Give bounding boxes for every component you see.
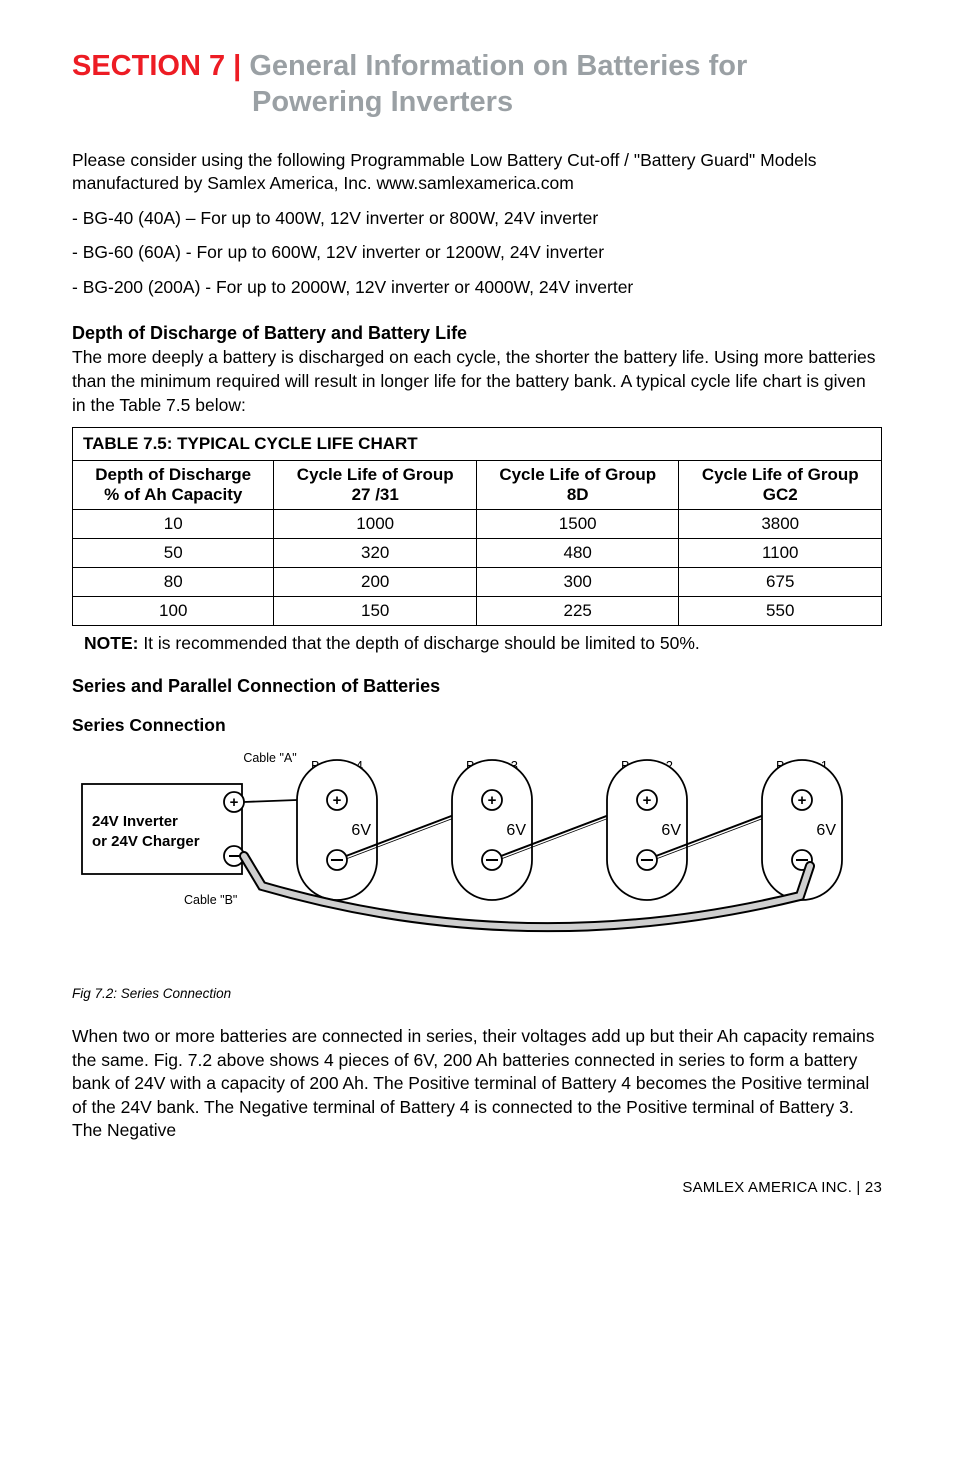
table-note: NOTE: It is recommended that the depth o… — [84, 632, 882, 656]
svg-text:6V: 6V — [816, 822, 836, 839]
svg-text:+: + — [488, 792, 497, 809]
svg-text:+: + — [798, 792, 807, 809]
svg-text:+: + — [230, 794, 239, 811]
table-cell: 225 — [476, 597, 679, 626]
table-cell: 675 — [679, 568, 882, 597]
table-row: 10 1000 1500 3800 — [73, 510, 882, 539]
header-line1: Depth of Discharge — [95, 465, 251, 484]
header-line1: Cycle Life of Group — [499, 465, 656, 484]
table-cell: 1000 — [274, 510, 477, 539]
page: SECTION 7 | General Information on Batte… — [0, 0, 954, 1236]
page-footer: SAMLEX AMERICA INC. | 23 — [72, 1179, 882, 1196]
series-connection-label: Series Connection — [72, 715, 882, 736]
table-cell: 200 — [274, 568, 477, 597]
section-title-line2: Powering Inverters — [72, 84, 882, 120]
figure-caption: Fig 7.2: Series Connection — [72, 985, 882, 1003]
svg-text:Cable "B": Cable "B" — [184, 893, 237, 907]
series-connection-diagram: +24V Inverteror 24V ChargerCable "A"Batt… — [72, 736, 882, 971]
header-line2: GC2 — [763, 485, 798, 504]
header-line2: 27 /31 — [352, 485, 399, 504]
table-row: 50 320 480 1100 — [73, 539, 882, 568]
svg-text:+: + — [333, 792, 342, 809]
cycle-life-table: TABLE 7.5: TYPICAL CYCLE LIFE CHART Dept… — [72, 427, 882, 626]
section-title-line1: SECTION 7 | General Information on Batte… — [72, 48, 882, 84]
table-row: 80 200 300 675 — [73, 568, 882, 597]
table-cell: 100 — [73, 597, 274, 626]
model-list-item: BG-200 (200A) - For up to 2000W, 12V inv… — [72, 275, 882, 300]
table-cell: 1100 — [679, 539, 882, 568]
table-header-row: Depth of Discharge % of Ah Capacity Cycl… — [73, 461, 882, 510]
table-cell: 150 — [274, 597, 477, 626]
section-title: SECTION 7 | General Information on Batte… — [72, 48, 882, 121]
table-cell: 1500 — [476, 510, 679, 539]
table-cell: 50 — [73, 539, 274, 568]
depth-heading: Depth of Discharge of Battery and Batter… — [72, 323, 882, 344]
table-cell: 10 — [73, 510, 274, 539]
header-line2: % of Ah Capacity — [104, 485, 242, 504]
series-parallel-heading: Series and Parallel Connection of Batter… — [72, 676, 882, 697]
table-header-cell: Cycle Life of Group GC2 — [679, 461, 882, 510]
svg-text:6V: 6V — [661, 822, 681, 839]
table-cell: 80 — [73, 568, 274, 597]
table-title: TABLE 7.5: TYPICAL CYCLE LIFE CHART — [73, 428, 882, 461]
table-header-cell: Depth of Discharge % of Ah Capacity — [73, 461, 274, 510]
header-line2: 8D — [567, 485, 589, 504]
table-cell: 550 — [679, 597, 882, 626]
model-list: BG-40 (40A) – For up to 400W, 12V invert… — [72, 206, 882, 300]
header-line1: Cycle Life of Group — [297, 465, 454, 484]
svg-text:6V: 6V — [506, 822, 526, 839]
table-cell: 300 — [476, 568, 679, 597]
intro-paragraph: Please consider using the following Prog… — [72, 149, 882, 196]
table-header-cell: Cycle Life of Group 8D — [476, 461, 679, 510]
header-line1: Cycle Life of Group — [702, 465, 859, 484]
svg-text:+: + — [643, 792, 652, 809]
table-header-cell: Cycle Life of Group 27 /31 — [274, 461, 477, 510]
model-list-item: BG-40 (40A) – For up to 400W, 12V invert… — [72, 206, 882, 231]
model-list-item: BG-60 (60A) - For up to 600W, 12V invert… — [72, 240, 882, 265]
note-label: NOTE: — [84, 633, 138, 653]
svg-text:Cable "A": Cable "A" — [243, 751, 296, 765]
series-paragraph: When two or more batteries are connected… — [72, 1025, 882, 1143]
table-cell: 320 — [274, 539, 477, 568]
table-cell: 3800 — [679, 510, 882, 539]
table-title-row: TABLE 7.5: TYPICAL CYCLE LIFE CHART — [73, 428, 882, 461]
depth-paragraph: The more deeply a battery is discharged … — [72, 346, 882, 417]
svg-text:24V Inverter: 24V Inverter — [92, 813, 178, 830]
section-title-rest: General Information on Batteries for — [249, 50, 747, 82]
section-number: SECTION 7 | — [72, 50, 249, 82]
note-text: It is recommended that the depth of disc… — [138, 633, 699, 653]
table-row: 100 150 225 550 — [73, 597, 882, 626]
svg-text:6V: 6V — [351, 822, 371, 839]
svg-text:or 24V Charger: or 24V Charger — [92, 833, 200, 850]
diagram-svg: +24V Inverteror 24V ChargerCable "A"Batt… — [72, 736, 882, 966]
table-cell: 480 — [476, 539, 679, 568]
